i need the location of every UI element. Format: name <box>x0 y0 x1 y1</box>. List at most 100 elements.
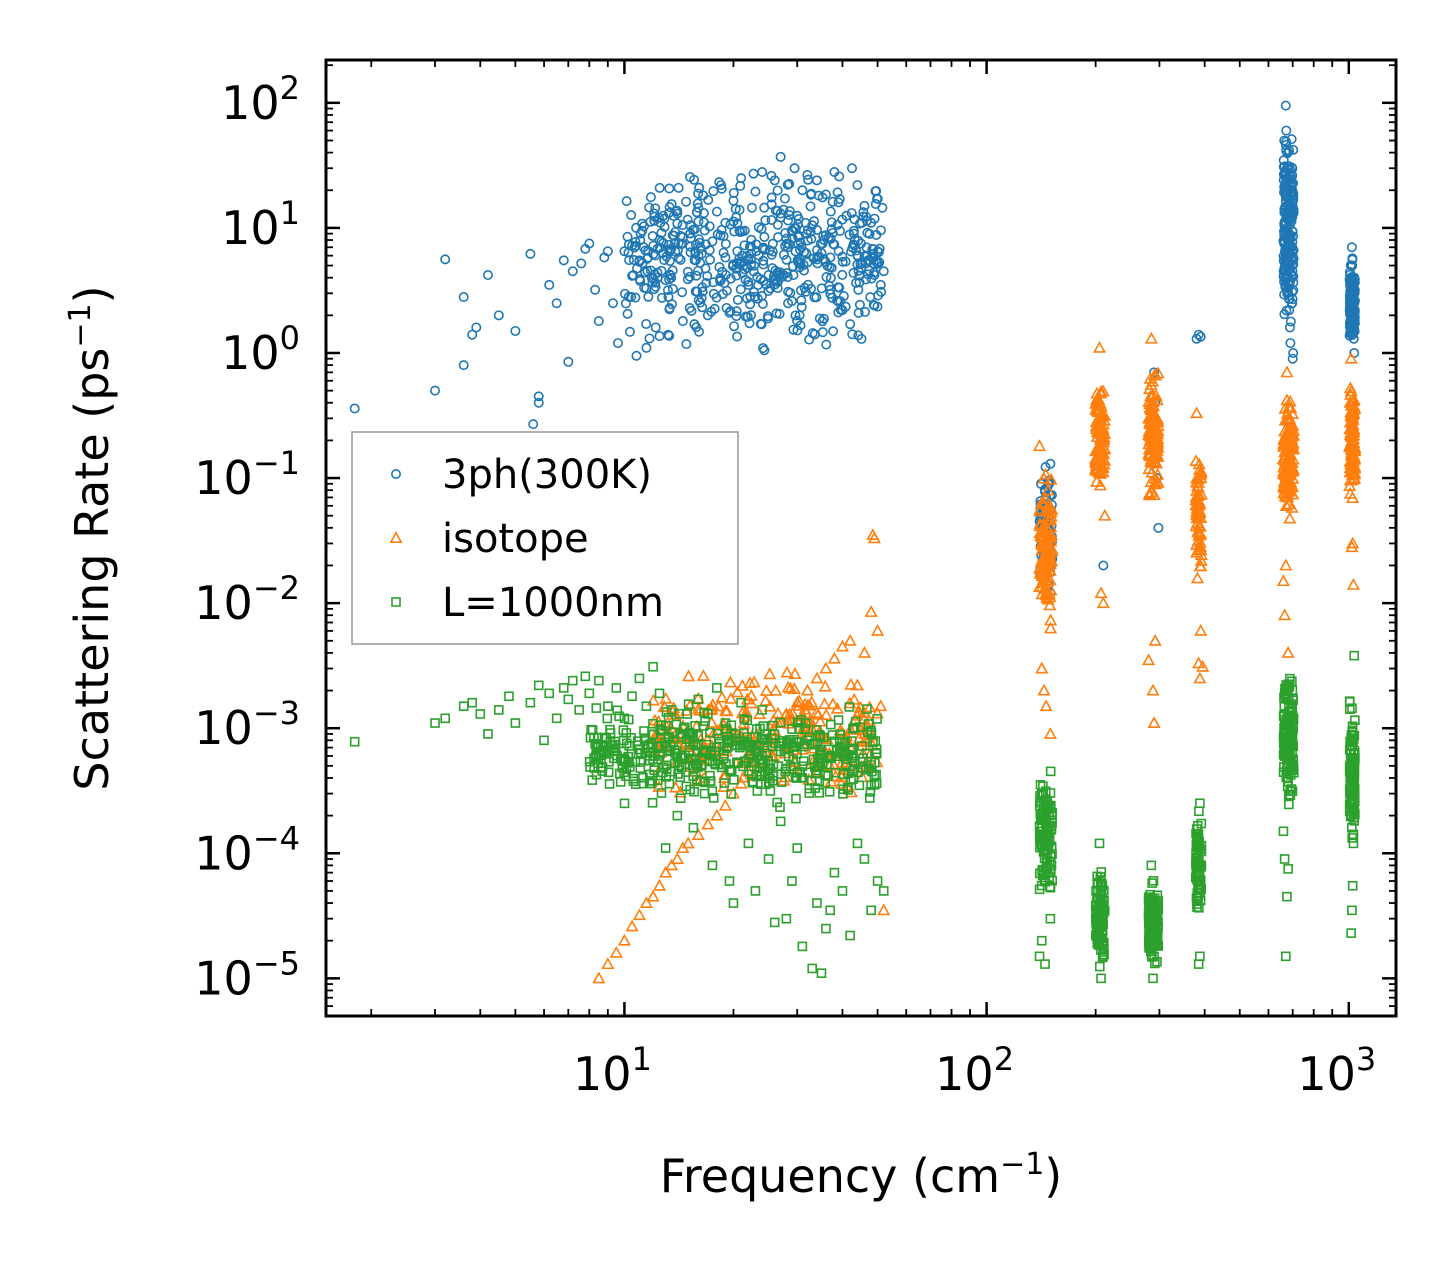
circle-point <box>852 180 863 191</box>
triangle-point <box>1090 475 1104 487</box>
square-point <box>682 709 693 719</box>
circle-point <box>664 304 675 315</box>
circle-point <box>1345 322 1356 333</box>
circle-point <box>717 266 728 277</box>
square-point <box>641 701 652 711</box>
square-point <box>619 756 630 766</box>
square-point <box>619 713 630 724</box>
square-point <box>1192 829 1203 839</box>
triangle-point <box>1148 633 1162 646</box>
triangle-point <box>1282 400 1296 413</box>
circle-point <box>862 269 873 280</box>
circle-point <box>626 210 637 221</box>
circle-point <box>705 254 716 265</box>
triangle-point <box>696 669 710 681</box>
circle-point <box>736 173 747 184</box>
triangle-point <box>1190 516 1204 529</box>
square-point <box>797 941 808 952</box>
square-point <box>850 716 861 727</box>
circle-point <box>641 318 652 329</box>
circle-point <box>482 270 493 281</box>
circle-point <box>1285 316 1296 327</box>
square-point <box>1040 959 1050 969</box>
square-point <box>603 701 613 711</box>
circle-point <box>664 246 675 257</box>
circle-point <box>859 200 870 211</box>
triangle-point <box>1343 438 1357 451</box>
square-point <box>742 715 753 726</box>
circle-point <box>664 183 675 194</box>
square-point <box>1195 951 1205 962</box>
legend-box <box>351 431 739 645</box>
circle-point <box>820 189 831 200</box>
square-point <box>1281 951 1291 962</box>
circle-point <box>861 211 872 222</box>
plot-frame <box>324 58 1398 1018</box>
square-point <box>594 675 604 686</box>
square-point <box>866 760 876 770</box>
circle-point <box>1153 522 1164 533</box>
circle-point <box>602 246 613 257</box>
circle-point <box>877 202 888 213</box>
square-point <box>574 705 584 715</box>
square-point <box>1150 958 1160 969</box>
square-point <box>1349 788 1360 799</box>
triangle-point <box>1190 406 1204 419</box>
circle-point <box>841 210 852 221</box>
circle-point <box>675 230 686 241</box>
circle-point <box>628 254 639 265</box>
square-point <box>664 778 675 789</box>
square-point <box>724 876 735 886</box>
circle-point <box>1347 254 1358 265</box>
triangle-point <box>1190 571 1205 584</box>
square-point <box>872 876 883 886</box>
square-point <box>688 822 699 833</box>
y-tick-label: 10−5 <box>194 944 300 1005</box>
circle-point <box>471 322 482 333</box>
triangle-point <box>857 646 872 658</box>
circle-point <box>641 342 652 353</box>
circle-point <box>809 329 820 340</box>
triangle-point <box>681 836 695 849</box>
circle-point <box>645 216 656 227</box>
square-point <box>798 756 809 766</box>
square-point <box>691 758 701 769</box>
triangle-point <box>874 699 888 712</box>
triangle-point <box>720 704 734 717</box>
square-point <box>1035 780 1046 790</box>
circle-point <box>802 169 813 180</box>
square-point <box>820 770 831 780</box>
square-point <box>1346 781 1357 792</box>
square-point <box>1278 826 1289 837</box>
square-point <box>1347 822 1357 833</box>
square-point <box>349 736 360 747</box>
triangle-point <box>870 706 884 719</box>
circle-point <box>833 197 844 208</box>
triangle-point <box>819 661 833 674</box>
square-point <box>716 762 727 773</box>
tick-labels: 101 102 103 10−5 10−4 10−3 10−2 10−1 100 101 102 <box>194 69 1376 1101</box>
square-point <box>1283 776 1294 787</box>
square-point <box>781 913 792 924</box>
square-point <box>551 713 562 724</box>
square-point <box>754 741 764 751</box>
triangle-point <box>701 732 715 745</box>
circle-point <box>544 279 555 290</box>
triangle-point <box>1276 574 1290 587</box>
circle-point <box>584 238 595 249</box>
triangle-point <box>1097 435 1111 448</box>
triangle-point <box>1150 444 1164 456</box>
square-point <box>657 725 668 736</box>
square-point <box>1349 650 1360 661</box>
square-point <box>825 905 836 916</box>
square-point <box>1350 715 1360 725</box>
circle-point <box>764 245 775 256</box>
circle-point <box>734 225 745 236</box>
circle-point <box>721 285 732 296</box>
square-point <box>580 671 591 682</box>
square-point <box>788 754 798 765</box>
circle-point <box>834 282 845 293</box>
triangle-point <box>1037 550 1051 563</box>
triangle-point <box>790 695 804 708</box>
circle-point <box>821 272 832 283</box>
